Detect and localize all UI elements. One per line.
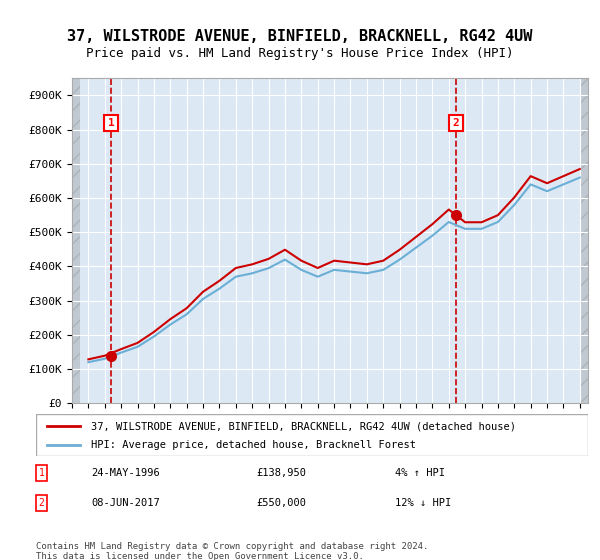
Text: 1: 1 [108, 118, 115, 128]
Text: 37, WILSTRODE AVENUE, BINFIELD, BRACKNELL, RG42 4UW (detached house): 37, WILSTRODE AVENUE, BINFIELD, BRACKNEL… [91, 421, 516, 431]
Text: Contains HM Land Registry data © Crown copyright and database right 2024.
This d: Contains HM Land Registry data © Crown c… [36, 542, 428, 560]
Text: 2: 2 [452, 118, 460, 128]
Text: Price paid vs. HM Land Registry's House Price Index (HPI): Price paid vs. HM Land Registry's House … [86, 46, 514, 60]
Text: HPI: Average price, detached house, Bracknell Forest: HPI: Average price, detached house, Brac… [91, 440, 416, 450]
Bar [580, 78, 588, 403]
Text: 08-JUN-2017: 08-JUN-2017 [91, 498, 160, 508]
Text: 12% ↓ HPI: 12% ↓ HPI [395, 498, 451, 508]
Text: 2: 2 [38, 498, 44, 508]
Text: 24-MAY-1996: 24-MAY-1996 [91, 468, 160, 478]
Text: £138,950: £138,950 [257, 468, 307, 478]
Text: 37, WILSTRODE AVENUE, BINFIELD, BRACKNELL, RG42 4UW: 37, WILSTRODE AVENUE, BINFIELD, BRACKNEL… [67, 29, 533, 44]
Bar [72, 78, 80, 403]
Text: £550,000: £550,000 [257, 498, 307, 508]
Text: 4% ↑ HPI: 4% ↑ HPI [395, 468, 445, 478]
FancyBboxPatch shape [36, 414, 588, 456]
Text: 1: 1 [38, 468, 44, 478]
